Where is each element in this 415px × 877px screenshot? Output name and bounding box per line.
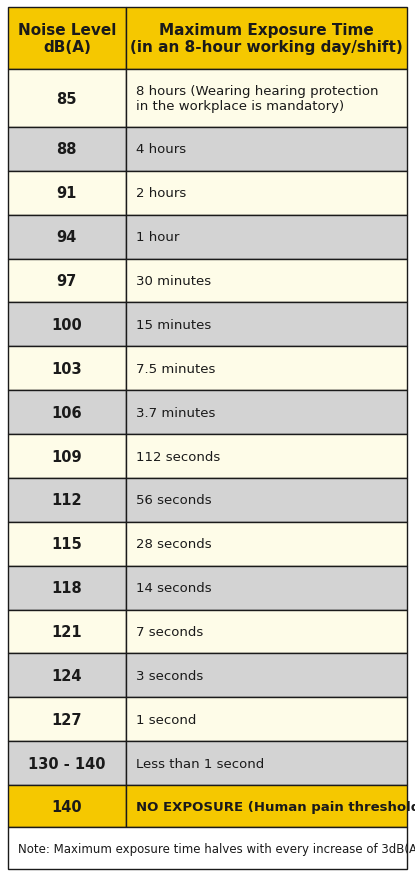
Bar (8, 347, 126, 391)
Text: Noise Level
dB(A): Noise Level dB(A) (18, 23, 116, 55)
Text: 8 hours (Wearing hearing protection
in the workplace is mandatory): 8 hours (Wearing hearing protection in t… (136, 85, 378, 113)
Bar (8, 8, 126, 70)
Text: 28 seconds: 28 seconds (136, 538, 211, 551)
Bar (126, 172, 407, 216)
Text: 4 hours: 4 hours (136, 143, 186, 156)
Bar (126, 216, 407, 260)
Bar (126, 8, 407, 70)
Text: 112: 112 (51, 493, 82, 508)
Bar (8, 172, 126, 216)
Text: 124: 124 (51, 668, 82, 683)
Text: 14 seconds: 14 seconds (136, 581, 211, 595)
Text: 106: 106 (51, 405, 82, 420)
Bar (126, 303, 407, 347)
Bar (8, 653, 126, 697)
Bar (8, 785, 126, 827)
Text: 2 hours: 2 hours (136, 187, 186, 200)
Text: Maximum Exposure Time
(in an 8-hour working day/shift): Maximum Exposure Time (in an 8-hour work… (130, 23, 403, 55)
Text: 91: 91 (57, 186, 77, 201)
Text: 94: 94 (57, 230, 77, 245)
Bar (126, 391, 407, 435)
Text: 130 - 140: 130 - 140 (28, 756, 105, 771)
Bar (8, 128, 126, 172)
Text: 100: 100 (51, 317, 82, 332)
Bar (8, 303, 126, 347)
Text: 127: 127 (51, 712, 82, 727)
Bar (8, 260, 126, 303)
Bar (8, 216, 126, 260)
Text: 140: 140 (51, 799, 82, 814)
Bar (8, 697, 126, 741)
Text: 109: 109 (51, 449, 82, 464)
Bar (126, 70, 407, 128)
Bar (8, 741, 126, 785)
Text: 97: 97 (57, 274, 77, 289)
Bar (8, 827, 407, 869)
Bar (126, 653, 407, 697)
Text: NO EXPOSURE (Human pain threshold): NO EXPOSURE (Human pain threshold) (136, 800, 415, 813)
Bar (8, 478, 126, 522)
Bar (126, 435, 407, 478)
Bar (8, 391, 126, 435)
Bar (8, 566, 126, 610)
Text: 115: 115 (51, 537, 82, 552)
Bar (126, 478, 407, 522)
Bar (126, 522, 407, 566)
Bar (126, 260, 407, 303)
Bar (126, 697, 407, 741)
Text: 15 minutes: 15 minutes (136, 318, 211, 332)
Text: 7 seconds: 7 seconds (136, 625, 203, 638)
Text: 1 second: 1 second (136, 713, 196, 726)
Text: 88: 88 (56, 142, 77, 157)
Text: 1 hour: 1 hour (136, 231, 179, 244)
Text: 112 seconds: 112 seconds (136, 450, 220, 463)
Bar (126, 741, 407, 785)
Bar (8, 70, 126, 128)
Text: Less than 1 second: Less than 1 second (136, 757, 264, 770)
Text: Note: Maximum exposure time halves with every increase of 3dB(A).: Note: Maximum exposure time halves with … (18, 842, 415, 854)
Text: 103: 103 (51, 361, 82, 376)
Text: 3.7 minutes: 3.7 minutes (136, 406, 215, 419)
Bar (8, 435, 126, 478)
Text: 7.5 minutes: 7.5 minutes (136, 362, 215, 375)
Text: 85: 85 (56, 91, 77, 106)
Bar (126, 785, 407, 827)
Text: 30 minutes: 30 minutes (136, 275, 211, 288)
Text: 121: 121 (51, 624, 82, 639)
Text: 118: 118 (51, 581, 82, 595)
Text: 3 seconds: 3 seconds (136, 669, 203, 682)
Bar (126, 610, 407, 653)
Bar (8, 522, 126, 566)
Bar (126, 128, 407, 172)
Bar (126, 566, 407, 610)
Bar (126, 347, 407, 391)
Bar (8, 610, 126, 653)
Text: 56 seconds: 56 seconds (136, 494, 211, 507)
